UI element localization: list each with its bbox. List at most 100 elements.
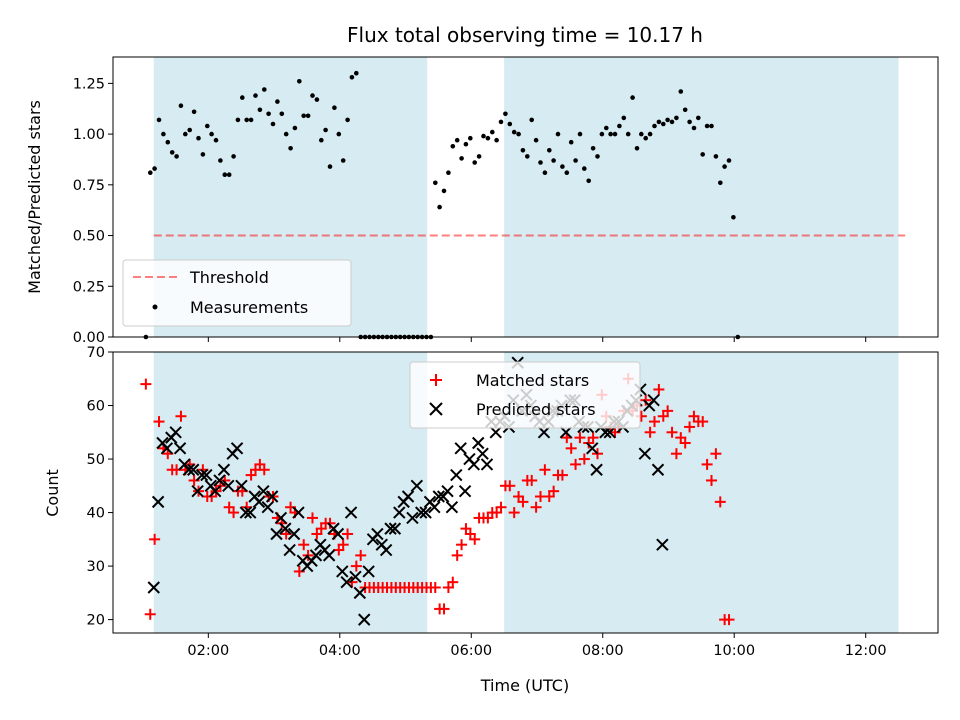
measurement-point (156, 117, 162, 123)
measurement-point (262, 87, 267, 92)
measurement-point (165, 139, 171, 145)
matched-star-point (714, 496, 726, 508)
predicted-star-point (441, 484, 454, 498)
matched-star-point (306, 512, 318, 524)
predicted-star-point (445, 501, 459, 514)
measurement-point (538, 160, 543, 165)
bottom-y-tick-label: 60 (87, 399, 105, 415)
measurements-legend-marker (152, 304, 158, 310)
x-axis-label: Time (UTC) (480, 676, 569, 695)
predicted-star-point (213, 474, 226, 487)
measurement-point (696, 115, 701, 121)
measurement-point (547, 148, 552, 153)
predicted-star-point (151, 495, 165, 509)
matched-star-point (456, 539, 468, 551)
measurement-point (169, 150, 175, 155)
top-y-ticks: 0.00 0.25 0.50 0.75 1.00 1.25 (73, 76, 113, 346)
predicted-star-point (432, 490, 445, 503)
x-tick-label: 02:00 (187, 643, 229, 659)
predicted-star-point (362, 565, 375, 578)
predicted-star-point (191, 484, 204, 498)
measurement-point (433, 180, 438, 186)
measurement-point (301, 113, 307, 119)
predicted-star-point (336, 565, 349, 578)
measurement-point (310, 93, 315, 98)
measurement-point (718, 180, 723, 186)
predicted-star-point (467, 458, 481, 471)
predicted-star-point (489, 426, 502, 439)
measurement-point (617, 123, 622, 129)
measurement-point (446, 170, 451, 175)
predicted-star-point (344, 506, 358, 519)
predicted-star-point (401, 490, 415, 503)
predicted-star-point (410, 479, 424, 493)
matched-star-point (556, 469, 568, 481)
measurement-point (174, 154, 179, 159)
predicted-star-point (265, 490, 279, 503)
predicted-star-point (559, 426, 573, 439)
measurement-point (240, 95, 245, 100)
predicted-star-point (450, 468, 463, 482)
matched-star-point (451, 549, 463, 561)
measurement-point (275, 99, 280, 104)
measurement-point (726, 158, 732, 163)
measurement-point (661, 121, 666, 127)
measurement-point (191, 109, 197, 115)
predicted-legend-label: Predicted stars (476, 400, 596, 419)
matched-star-point (346, 576, 358, 588)
measurement-point (634, 146, 640, 151)
bottom-y-axis-label: Count (43, 469, 62, 517)
predicted-star-point (586, 442, 599, 455)
matched-star-point (144, 608, 156, 620)
predicted-star-point (428, 501, 441, 514)
measurement-point (691, 125, 697, 131)
predicted-star-point (283, 543, 296, 557)
measurement-point (722, 164, 727, 169)
matched-star-point (526, 474, 538, 486)
measurement-point (511, 129, 517, 135)
matched-star-point (640, 394, 652, 406)
measurement-point (248, 117, 254, 123)
predicted-star-point (419, 506, 432, 519)
predicted-star-point (292, 506, 305, 519)
top-legend-box (122, 259, 352, 327)
matched-star-point (175, 410, 187, 422)
predicted-star-point (656, 538, 669, 551)
measurement-point (454, 137, 460, 143)
top-x-ticks (207, 337, 867, 342)
predicted-star-point (244, 506, 257, 519)
x-tick-label: 10:00 (713, 643, 755, 659)
matched-star-point (670, 448, 682, 460)
measurement-point (196, 135, 201, 141)
predicted-star-point (173, 442, 187, 455)
measurement-point (209, 131, 214, 137)
measurement-point (682, 107, 688, 113)
measurement-point (516, 131, 521, 137)
measurement-point (560, 164, 565, 169)
predicted-star-point (287, 527, 301, 541)
measurement-point (590, 146, 596, 151)
measurement-point (604, 125, 609, 131)
predicted-star-point (160, 442, 174, 455)
top-shaded-regions (153, 57, 899, 337)
predicted-star-point (353, 586, 367, 600)
matched-star-point (548, 485, 560, 497)
predicted-star-point (406, 511, 419, 525)
matched-star-point (666, 426, 678, 438)
measurement-point (476, 154, 482, 159)
measurement-point (485, 135, 491, 141)
measurement-point (459, 156, 464, 161)
matched-star-point (504, 480, 516, 492)
measurement-point (555, 131, 561, 137)
measurement-point (577, 131, 583, 137)
bottom-y-tick-label: 40 (87, 506, 105, 522)
top-legend: Threshold Measurements (122, 259, 352, 327)
matched-star-point (662, 405, 674, 417)
predicted-star-point (217, 463, 231, 476)
measurement-point (345, 117, 350, 123)
matched-star-point (697, 416, 709, 428)
matched-star-point (438, 603, 450, 615)
predicted-star-point (261, 501, 274, 514)
matched-star-point (495, 501, 507, 513)
